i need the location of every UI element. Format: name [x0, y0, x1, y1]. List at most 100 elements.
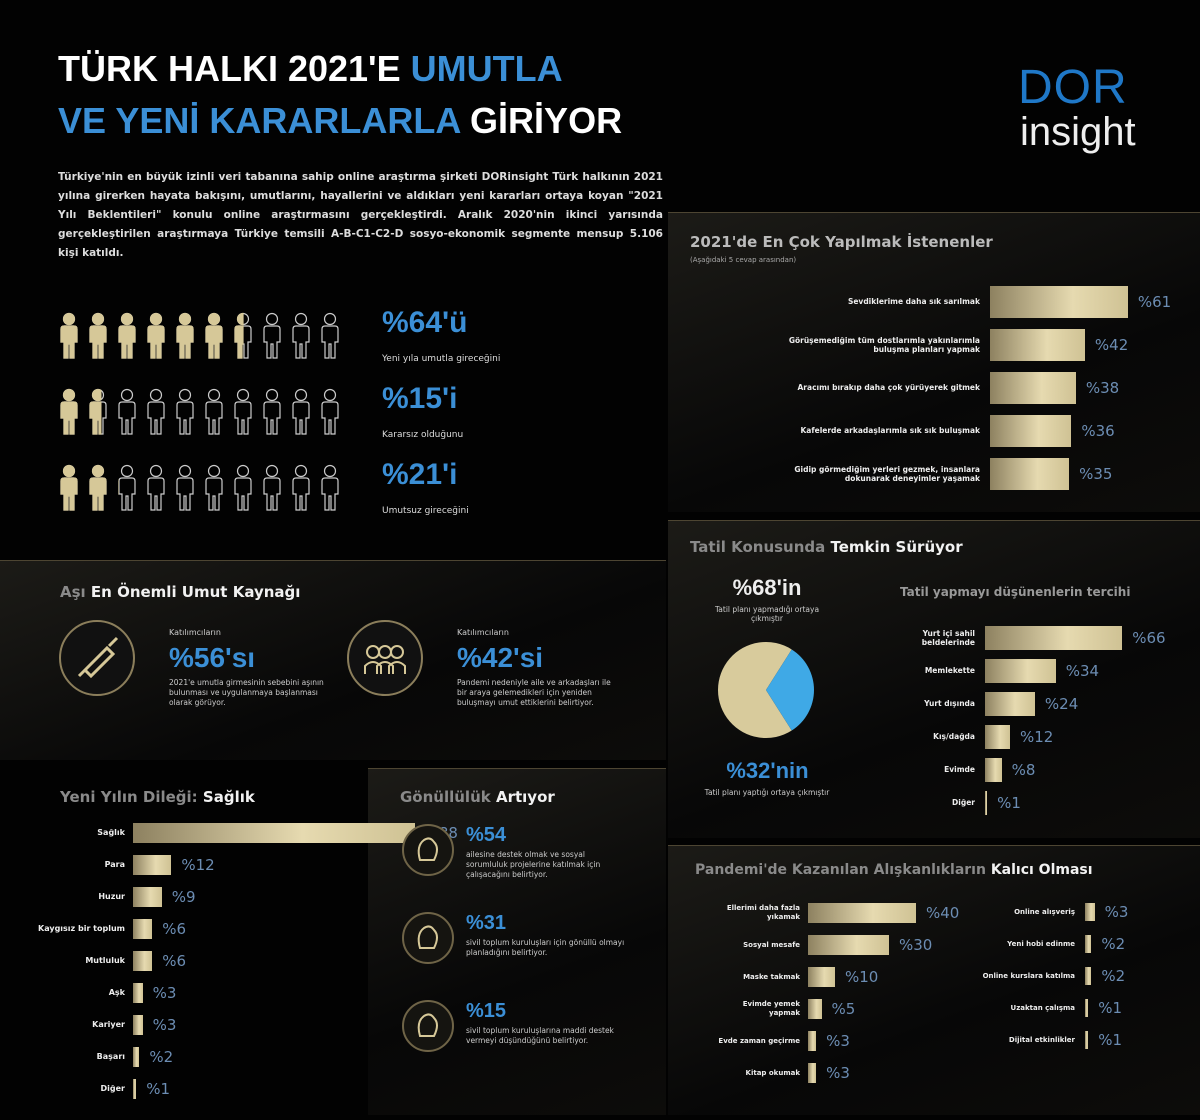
heading-part: UMUTLA — [410, 48, 563, 89]
logo: DOR — [1018, 61, 1128, 114]
person-head — [265, 464, 279, 478]
bar — [1085, 967, 1092, 985]
person-head — [207, 464, 221, 478]
value-label: %10 — [845, 968, 879, 986]
graphic — [60, 312, 339, 359]
value-label: %24 — [1044, 695, 1079, 713]
category-label: Aracımı bırakıp daha çok yürüyerek gitme… — [797, 383, 981, 393]
category-label: Mutluluk — [85, 956, 125, 965]
person-head — [236, 388, 250, 402]
icon — [417, 925, 438, 949]
person-body — [147, 325, 165, 359]
person-body — [60, 401, 78, 435]
graphic — [347, 620, 423, 696]
value-label: %6 — [162, 952, 186, 970]
graphic — [60, 388, 339, 435]
person-body — [292, 477, 310, 511]
category-label: Evimde — [944, 765, 975, 775]
person-body — [60, 477, 78, 511]
bar — [808, 1031, 817, 1051]
value-label: %36 — [1081, 422, 1115, 440]
bar — [133, 887, 162, 907]
stat-caption: Yeni yıla umutla gireceğini — [382, 354, 501, 364]
heading-part: Artıyor — [495, 788, 555, 806]
value-label: %40 — [926, 904, 960, 922]
value-label: %66 — [1132, 629, 1166, 647]
person-body — [321, 325, 339, 359]
bar — [808, 935, 889, 955]
person-body — [89, 325, 107, 359]
people-filled — [60, 464, 119, 511]
stat-caption: Kararsız olduğunu — [382, 430, 464, 440]
heading-part: En Önemli Umut Kaynağı — [90, 583, 301, 601]
icon-ring — [402, 1000, 454, 1052]
section-heading: Tatil Konusunda Temkin Sürüyor — [690, 538, 963, 556]
category-label: Sosyal mesafe — [743, 940, 800, 949]
person-head — [323, 312, 337, 326]
category-label: Diğer — [100, 1084, 125, 1093]
people-outline — [60, 388, 339, 435]
person-head — [294, 388, 308, 402]
intro-text: Türkiye'nin en büyük izinli veri tabanın… — [58, 171, 663, 259]
person-body — [292, 401, 310, 435]
category-label: Para — [104, 860, 125, 869]
category-label: Yurt dışında — [924, 699, 975, 709]
bar — [133, 823, 415, 843]
person-head — [91, 312, 105, 326]
heading-part: TÜRK HALKI 2021'E — [58, 48, 401, 89]
panel — [668, 212, 1200, 512]
bar — [133, 855, 172, 875]
bar — [808, 1063, 817, 1083]
graphic — [402, 824, 454, 876]
heading-part: VE YENİ KARARLARLA — [58, 100, 461, 141]
section-heading: Pandemi'de Kazanılan Alışkanlıkların Kal… — [695, 862, 1093, 878]
person-head — [207, 388, 221, 402]
person-head — [323, 464, 337, 478]
chart-subtitle: (Aşağıdaki 5 cevap arasından) — [690, 256, 797, 264]
category-label: Kaygısız bir toplum — [38, 924, 125, 933]
bar — [985, 791, 988, 815]
bar — [990, 415, 1072, 447]
value-label: %6 — [162, 920, 186, 938]
category-label: Aşk — [108, 988, 125, 997]
person-body — [176, 325, 194, 359]
person-body — [118, 325, 136, 359]
category-label: Maske takmak — [743, 972, 800, 981]
value-label: %2 — [149, 1048, 174, 1066]
icon — [376, 661, 394, 674]
person-head — [149, 464, 163, 478]
stat: %32'nin — [726, 758, 809, 783]
category-label: Sağlık — [97, 828, 125, 837]
heading-part: Tatil Konusunda — [690, 538, 826, 556]
person-head — [62, 464, 76, 478]
title-line: TÜRK HALKI 2021'E UMUTLA — [58, 48, 563, 90]
category-label: Kafelerde arkadaşlarımla sık sık buluşma… — [800, 426, 980, 436]
chart-title: Tatil yapmayı düşünenlerin tercihi — [900, 585, 1131, 599]
value-label: %35 — [1079, 465, 1113, 483]
person-body — [234, 325, 244, 359]
stat: %64'ü — [382, 306, 468, 339]
category-label: Başarı — [96, 1052, 125, 1061]
person-head — [178, 312, 192, 326]
people-filled — [60, 312, 244, 359]
heading-part: Yeni Yılın Dileği: — [60, 788, 198, 806]
person-head — [236, 312, 244, 326]
bar — [133, 1079, 137, 1099]
value-label: %3 — [152, 984, 177, 1002]
stat-text: sivil toplum kuruluşlarına maddi destek … — [466, 1026, 614, 1045]
icon-ring — [402, 912, 454, 964]
category-label: Diğer — [952, 798, 975, 808]
category-label: Kitap okumak — [745, 1068, 800, 1077]
person-head — [120, 388, 134, 402]
value-label: %12 — [181, 856, 215, 874]
category-label: Online kurslara katılma — [982, 971, 1075, 980]
category-label: Online alışveriş — [1014, 907, 1075, 916]
heading-part: Kalıcı Olması — [990, 862, 1093, 878]
stat-caption: Tatil planı yapmadığı ortaya çıkmıştır — [714, 605, 820, 623]
person-body — [118, 401, 136, 435]
person-body — [118, 477, 136, 511]
person-head — [178, 464, 192, 478]
person-body — [147, 401, 165, 435]
value-label: %30 — [899, 936, 933, 954]
person-body — [263, 325, 281, 359]
